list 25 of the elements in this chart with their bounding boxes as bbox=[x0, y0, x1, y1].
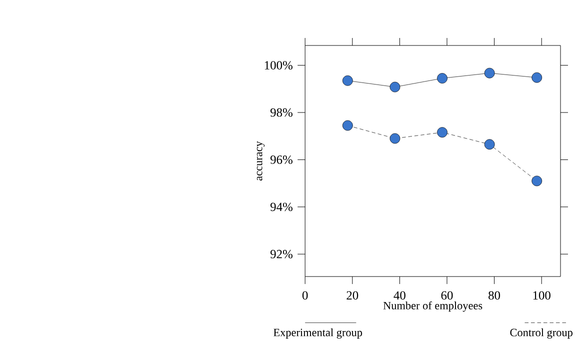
y-axis-title: accuracy bbox=[256, 141, 265, 181]
point bbox=[437, 73, 448, 84]
point bbox=[342, 120, 353, 131]
x-tick-label: 60 bbox=[441, 291, 453, 300]
x-tick-label: 0 bbox=[302, 291, 308, 300]
point bbox=[342, 76, 353, 86]
y-tick-label: 92% bbox=[270, 250, 292, 258]
point bbox=[390, 133, 400, 144]
y-tick-label: 100% bbox=[264, 61, 292, 70]
point bbox=[532, 72, 542, 83]
x-axis-title: Number of employees bbox=[383, 302, 482, 312]
y-tick-label: 94% bbox=[270, 202, 292, 212]
y-tick-label: 96% bbox=[270, 156, 292, 164]
point bbox=[532, 176, 542, 186]
x-tick-label: 20 bbox=[346, 291, 358, 300]
legend-label: Control group bbox=[510, 328, 572, 339]
point bbox=[437, 127, 448, 138]
point bbox=[390, 82, 400, 92]
legend-label: Experimental group bbox=[274, 328, 362, 339]
x-tick-label: 100 bbox=[533, 291, 550, 300]
x-tick-label: 40 bbox=[394, 291, 406, 300]
y-tick-label: 98% bbox=[270, 108, 292, 117]
x-tick-label: 80 bbox=[488, 291, 500, 300]
point bbox=[484, 68, 495, 78]
point bbox=[484, 139, 495, 150]
